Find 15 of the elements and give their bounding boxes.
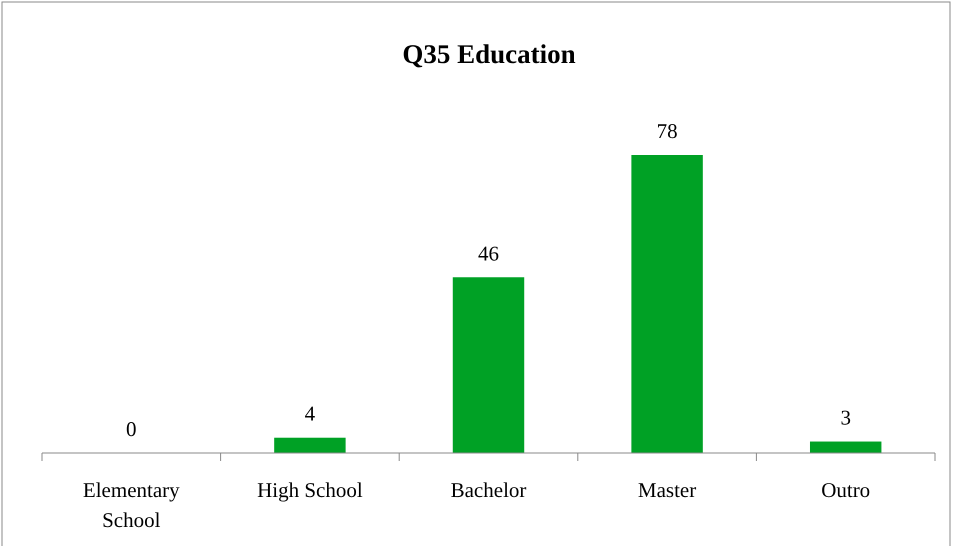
- x-tick-label: Elementary School: [82, 478, 180, 532]
- x-tick-label: Outro: [821, 478, 870, 502]
- x-tick-label: High School: [257, 478, 363, 502]
- bar: [452, 277, 524, 453]
- data-label: 0: [126, 417, 137, 441]
- chart-title: Q35 Education: [402, 39, 576, 69]
- bar: [631, 155, 703, 453]
- data-label: 4: [304, 402, 316, 426]
- x-tick-label: Bachelor: [450, 478, 526, 502]
- x-tick-label: Master: [638, 478, 696, 502]
- data-label: 78: [656, 119, 678, 143]
- bar: [810, 442, 882, 453]
- data-label: 46: [478, 241, 499, 266]
- data-label: 3: [840, 406, 851, 430]
- bar: [274, 438, 346, 453]
